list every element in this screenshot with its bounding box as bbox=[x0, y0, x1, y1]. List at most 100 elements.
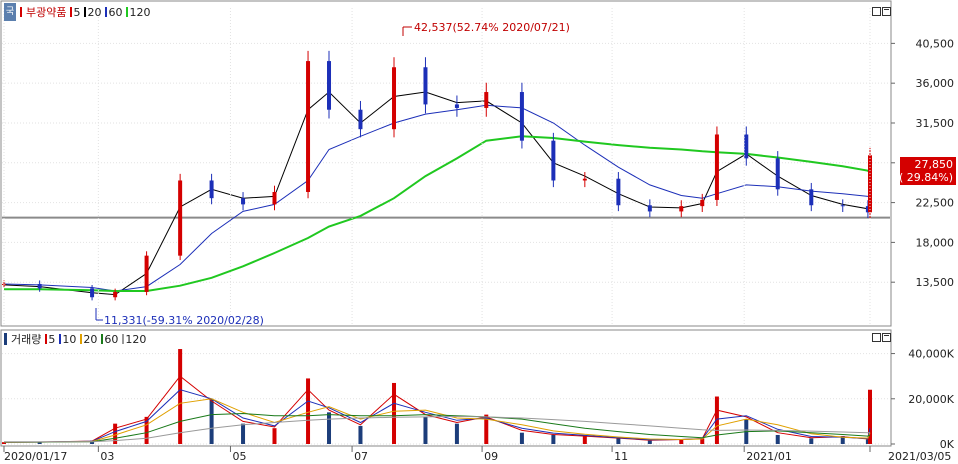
price-legend-20: 20 bbox=[84, 6, 101, 19]
volume-legend-label: 120 bbox=[125, 332, 147, 346]
candle-body bbox=[306, 61, 311, 192]
volume-legend-label: 5 bbox=[48, 332, 56, 346]
volume-legend-label: 20 bbox=[83, 332, 98, 346]
volume-bar bbox=[209, 398, 214, 444]
volume-bar bbox=[865, 439, 870, 444]
volume-legend-120: 120 bbox=[122, 333, 146, 346]
price-tick-label: 40,500 bbox=[916, 37, 955, 50]
price-legend-items: 5 20 60 120 bbox=[70, 6, 150, 19]
volume-bar bbox=[775, 434, 780, 444]
price-ma-120-line bbox=[4, 135, 871, 292]
current-price-label: 27,850 bbox=[915, 158, 954, 171]
price-legend-label: 60 bbox=[108, 5, 123, 19]
volume-legend-swatch bbox=[122, 334, 125, 344]
price-legend-swatch bbox=[126, 7, 129, 17]
price-legend-label: 120 bbox=[129, 5, 151, 19]
volume-bar bbox=[392, 382, 397, 444]
volume-legend-swatch bbox=[59, 334, 62, 344]
side-tab[interactable]: 국 bbox=[4, 3, 16, 21]
price-tick-label: 36,000 bbox=[916, 77, 955, 90]
volume-bar bbox=[113, 423, 118, 444]
volume-bar bbox=[37, 441, 42, 444]
volume-bar bbox=[868, 389, 872, 444]
volume-ma-20-line bbox=[3, 398, 871, 443]
candle-body bbox=[241, 198, 246, 205]
volume-bar bbox=[551, 434, 556, 444]
volume-moving-averages bbox=[3, 375, 871, 443]
volume-bar bbox=[178, 349, 183, 444]
candle-body bbox=[647, 205, 652, 212]
x-tick-label: 2021/03/05 bbox=[888, 450, 951, 463]
candle-body bbox=[358, 109, 363, 130]
volume-legend-10: 10 bbox=[59, 333, 76, 346]
candle-body bbox=[423, 67, 428, 105]
candle-body bbox=[272, 191, 277, 205]
volume-legend-5: 5 bbox=[45, 333, 55, 346]
volume-ma-10-line bbox=[3, 389, 871, 443]
volume-legend-60: 60 bbox=[101, 333, 118, 346]
x-axis-ticks: 2020/01/17 03 05 07 09 11 2021/01 2021/03/05 bbox=[3, 8, 951, 463]
candle-body bbox=[484, 92, 489, 108]
volume-bar bbox=[700, 438, 705, 444]
price-grid bbox=[2, 42, 890, 283]
price-tick-label: 22,500 bbox=[916, 197, 955, 210]
volume-bar bbox=[484, 414, 489, 444]
volume-bar bbox=[679, 439, 684, 444]
volume-bar bbox=[809, 438, 814, 444]
candle-body bbox=[551, 140, 556, 181]
x-tick-label: 2021/01 bbox=[746, 450, 792, 463]
volume-legend: 거래량 5 10 20 60 120 bbox=[4, 331, 146, 347]
price-tick-label: 18,000 bbox=[916, 236, 955, 249]
price-ma-20-line bbox=[3, 91, 871, 296]
candle-body bbox=[519, 92, 524, 141]
x-tick-label: 07 bbox=[354, 450, 368, 463]
volume-axis-ticks: 0K 20,000K 40,000K bbox=[891, 348, 955, 451]
high-annotation: 42,537(52.74% 2020/07/21) bbox=[414, 21, 570, 34]
volume-legend-label: 10 bbox=[62, 332, 77, 346]
volume-legend-swatch bbox=[80, 334, 83, 344]
candle-body bbox=[209, 180, 214, 199]
volume-ma-5-line bbox=[3, 375, 871, 443]
volume-grid bbox=[2, 353, 890, 445]
price-panel-restore-button[interactable] bbox=[872, 7, 881, 16]
price-legend-label: 20 bbox=[87, 5, 102, 19]
candle-body bbox=[865, 206, 870, 213]
candle-body bbox=[714, 134, 719, 200]
volume-legend-swatch bbox=[101, 334, 104, 344]
volume-bar bbox=[241, 423, 246, 444]
volume-tick-label: 40,000K bbox=[908, 348, 954, 361]
price-legend-swatch bbox=[84, 7, 87, 17]
price-moving-averages bbox=[3, 91, 871, 296]
volume-bars bbox=[2, 349, 872, 444]
volume-tick-label: 0K bbox=[940, 438, 955, 451]
candle-body bbox=[679, 206, 684, 212]
price-legend-120: 120 bbox=[126, 6, 150, 19]
volume-bar bbox=[840, 436, 845, 444]
candle-body bbox=[37, 283, 42, 289]
candle-body bbox=[144, 255, 149, 292]
volume-bar bbox=[272, 428, 277, 444]
candle-body bbox=[616, 178, 621, 206]
volume-legend-swatch bbox=[45, 334, 48, 344]
candle-body bbox=[454, 104, 459, 108]
volume-ma-120-line bbox=[4, 415, 870, 443]
candle-body bbox=[809, 189, 814, 206]
price-legend: 국 부광약품 5 20 60 120 bbox=[4, 3, 150, 21]
price-legend-swatch bbox=[105, 7, 108, 17]
current-price-box bbox=[900, 157, 956, 185]
price-tick-label: 13,500 bbox=[916, 276, 955, 289]
volume-bar bbox=[616, 438, 621, 444]
annotations: 42,537(52.74% 2020/07/21) 11,331(-59.31%… bbox=[95, 21, 956, 327]
stock-name: 부광약품 bbox=[26, 6, 67, 19]
candle-body bbox=[744, 134, 749, 159]
price-legend-60: 60 bbox=[105, 6, 122, 19]
candle-body bbox=[392, 67, 397, 130]
volume-bar bbox=[582, 436, 587, 444]
volume-panel-restore-button[interactable] bbox=[872, 333, 881, 342]
price-axis-ticks: 13,50018,00022,50027,00031,50036,00040,5… bbox=[891, 37, 954, 289]
price-legend-5: 5 bbox=[70, 6, 80, 19]
volume-bar bbox=[358, 425, 363, 444]
volume-bar bbox=[454, 423, 459, 444]
volume-panel-maximize-button[interactable] bbox=[882, 333, 891, 342]
price-panel-maximize-button[interactable] bbox=[882, 7, 891, 16]
